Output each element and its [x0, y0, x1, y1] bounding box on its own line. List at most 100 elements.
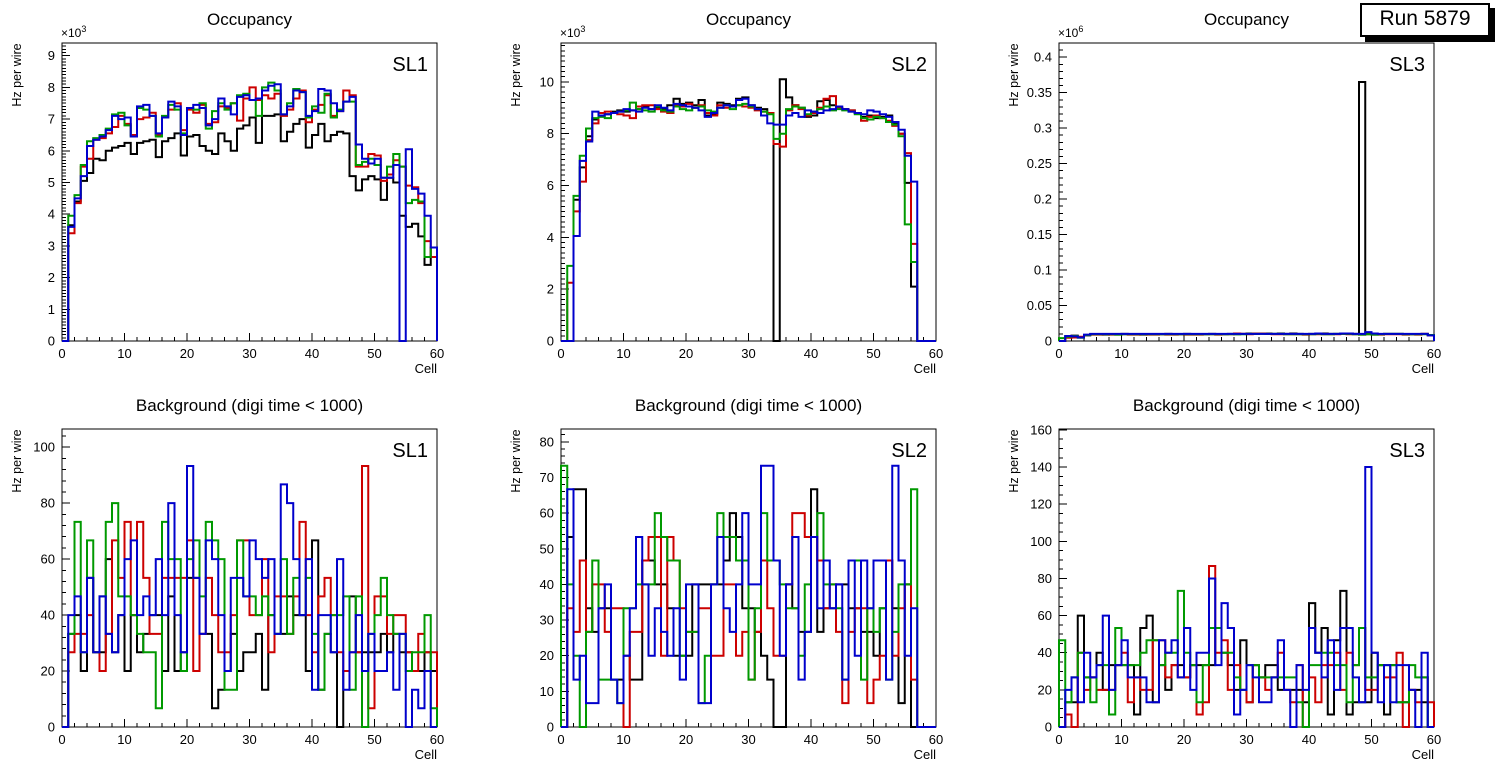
- y-tick-label: 160: [1030, 422, 1052, 437]
- x-tick-label: 50: [866, 732, 880, 747]
- y-tick-label: 0.05: [1027, 298, 1052, 313]
- x-tick-label: 50: [1364, 346, 1378, 361]
- y-tick-label: 0: [1045, 720, 1052, 735]
- x-axis-title: Cell: [914, 361, 937, 376]
- x-tick-label: 50: [1364, 732, 1378, 747]
- y-tick-label: 2: [547, 282, 554, 297]
- series-line-blue: [561, 464, 936, 728]
- y-tick-label: 0.25: [1027, 156, 1052, 171]
- axis-frame-and-ticks: [1058, 42, 1435, 342]
- y-tick-label: 30: [540, 613, 554, 628]
- x-tick-label: 40: [305, 732, 319, 747]
- chart-title: Background (digi time < 1000): [1133, 396, 1360, 415]
- y-tick-label: 10: [540, 74, 554, 89]
- x-tick-label: 30: [1239, 732, 1253, 747]
- x-tick-label: 0: [58, 346, 65, 361]
- chart-background-sl3: 0 10 20 30 40 50 60 0 20 40 60 80 100 120 140 160 Backgr…: [1007, 396, 1441, 762]
- x-tick-label: 40: [804, 732, 818, 747]
- x-tick-label: 30: [741, 346, 755, 361]
- x-tick-label: 60: [1427, 732, 1441, 747]
- chart-occupancy-sl1: 0 10 20 30 40 50 60 0 1 2 3 4 5 6 7 8 9 Occupancy SL1 ×103 H…: [10, 10, 444, 376]
- x-tick-label: 10: [1114, 732, 1128, 747]
- y-tick-label: 0: [547, 720, 554, 735]
- x-tick-label: 30: [242, 732, 256, 747]
- x-tick-label: 20: [679, 346, 693, 361]
- run-label-text: Run 5879: [1379, 7, 1471, 30]
- y-tick-label: 80: [1038, 571, 1052, 586]
- y-tick-label: 20: [41, 664, 55, 679]
- x-tick-label: 10: [616, 732, 630, 747]
- y-tick-label: 20: [1038, 682, 1052, 697]
- y-tick-label: 2: [48, 270, 55, 285]
- chart-background-sl1: 0 10 20 30 40 50 60 0 20 40 60 80 100 Background (dig…: [10, 396, 444, 762]
- series-line-black: [1059, 81, 1435, 342]
- x-tick-label: 20: [1177, 732, 1191, 747]
- pad-label: SL3: [1389, 440, 1425, 462]
- x-tick-label: 60: [430, 346, 444, 361]
- x-tick-label: 0: [1055, 346, 1062, 361]
- chart-title: Background (digi time < 1000): [635, 396, 862, 415]
- x-tick-label: 60: [929, 346, 943, 361]
- series-line-blue: [62, 464, 437, 728]
- x-tick-label: 30: [242, 346, 256, 361]
- y-tick-label: 80: [41, 496, 55, 511]
- x-tick-label: 10: [117, 346, 131, 361]
- series-line-black: [62, 113, 438, 342]
- axis-exponent: ×103: [560, 24, 585, 40]
- x-tick-label: 20: [1177, 346, 1191, 361]
- x-tick-label: 60: [929, 732, 943, 747]
- y-tick-label: 0: [547, 334, 554, 349]
- series-line-green: [62, 502, 438, 728]
- y-tick-label: 1: [48, 302, 55, 317]
- y-tick-label: 100: [1030, 534, 1052, 549]
- y-tick-label: 50: [540, 541, 554, 556]
- y-axis-title: Hz per wire: [509, 43, 523, 106]
- chart-occupancy-sl2: 0 10 20 30 40 50 60 0 2 4 6 8 10 Occupancy SL2 ×103 Hz p…: [509, 10, 943, 376]
- axis-frame-and-ticks: [560, 42, 937, 342]
- x-axis-title: Cell: [415, 361, 438, 376]
- y-tick-label: 0.4: [1034, 50, 1052, 65]
- x-tick-label: 0: [557, 346, 564, 361]
- y-tick-label: 0.1: [1034, 263, 1052, 278]
- x-axis-title: Cell: [914, 747, 937, 762]
- pad-label: SL2: [891, 440, 927, 462]
- x-tick-label: 30: [741, 732, 755, 747]
- x-tick-label: 10: [117, 732, 131, 747]
- y-tick-label: 0.2: [1034, 192, 1052, 207]
- y-tick-label: 0.35: [1027, 85, 1052, 100]
- x-tick-label: 20: [180, 732, 194, 747]
- chart-occupancy-sl3: 0 10 20 30 40 50 60 0 0.05 0.1 0.15 0.2 0.25 0.3 0.35 0…: [1007, 10, 1441, 376]
- chart-title: Occupancy: [706, 10, 792, 29]
- x-tick-label: 0: [557, 732, 564, 747]
- x-tick-label: 40: [305, 346, 319, 361]
- y-tick-label: 8: [547, 126, 554, 141]
- x-axis-title: Cell: [1412, 361, 1435, 376]
- chart-title: Occupancy: [1204, 10, 1290, 29]
- pad-label: SL3: [1389, 54, 1425, 76]
- x-tick-label: 40: [1302, 346, 1316, 361]
- series-line-red: [1059, 565, 1435, 728]
- x-tick-label: 60: [430, 732, 444, 747]
- series-line-green: [561, 101, 936, 342]
- y-axis-title: Hz per wire: [10, 43, 24, 106]
- y-tick-label: 70: [540, 470, 554, 485]
- x-tick-label: 0: [1055, 732, 1062, 747]
- x-tick-label: 20: [180, 346, 194, 361]
- y-tick-label: 40: [1038, 645, 1052, 660]
- pad-label: SL1: [392, 54, 428, 76]
- y-tick-label: 0.15: [1027, 227, 1052, 242]
- chart-background-sl2: 0 10 20 30 40 50 60 0 10 20 30 40 50 60 70 80 Background…: [509, 396, 943, 762]
- y-tick-label: 10: [540, 684, 554, 699]
- run-label-box: Run 5879: [1360, 3, 1490, 37]
- y-axis-title: Hz per wire: [1007, 429, 1021, 492]
- axis-exponent: ×103: [61, 24, 86, 40]
- y-tick-label: 4: [48, 207, 55, 222]
- y-tick-label: 3: [48, 238, 55, 253]
- x-tick-label: 50: [367, 346, 381, 361]
- series-line-red: [561, 95, 936, 342]
- axis-exponent: ×106: [1058, 24, 1083, 40]
- x-tick-label: 40: [1302, 732, 1316, 747]
- y-tick-label: 5: [48, 175, 55, 190]
- x-tick-label: 30: [1239, 346, 1253, 361]
